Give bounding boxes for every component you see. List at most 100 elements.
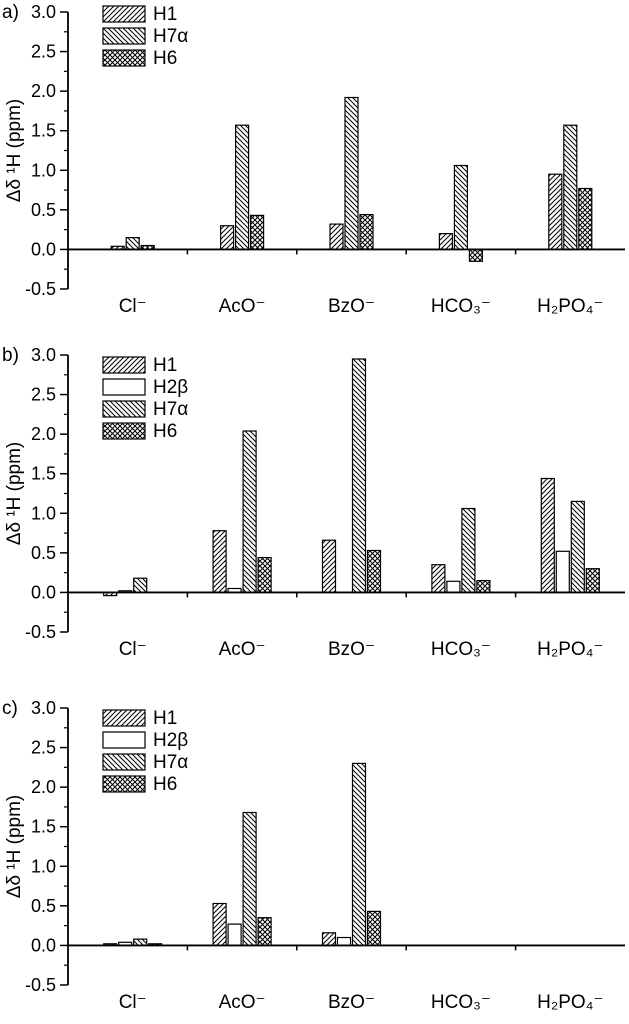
legend-swatch-h1 [102, 5, 146, 23]
y-tick-label: 2.5 [31, 42, 56, 62]
panel-c: c) -0.5 0.0 0.5 1.0 1.5 2.0 2.5 3.0 Cl⁻ AcO⁻ BzO⁻ H… [0, 682, 629, 1024]
panel-a-chart: -0.5 0.0 0.5 1.0 1.5 2.0 2.5 3.0 Cl⁻ AcO⁻ BzO⁻ HCO₃… [4, 2, 625, 317]
bar-h7a-cat3 [453, 164, 468, 251]
x-category-label-3: HCO₃⁻ [431, 639, 491, 660]
bar-h6-cat2 [366, 549, 382, 594]
bar-h6-cat2 [366, 910, 382, 946]
x-category-label-0: Cl⁻ [119, 992, 147, 1013]
y-tick-label: 1.0 [31, 160, 56, 180]
y-tick-label: 0.5 [31, 896, 56, 916]
legend-label-h1: H1 [153, 4, 177, 25]
x-category-label-1: AcO⁻ [219, 639, 266, 660]
bar-h1-cat3 [438, 233, 453, 251]
bar-h1-cat2 [329, 223, 344, 251]
y-tick-label: 0.0 [31, 582, 56, 602]
legend-label-h7a: H7α [153, 399, 188, 420]
panel-c-chart: -0.5 0.0 0.5 1.0 1.5 2.0 2.5 3.0 Cl⁻ AcO⁻ BzO⁻ HCO₃… [4, 698, 625, 1013]
x-category-label-0: Cl⁻ [119, 296, 147, 317]
bar-h7a-cat2 [351, 762, 367, 947]
legend-label-h6: H6 [153, 774, 177, 795]
bar-h1-cat2 [321, 539, 337, 593]
bar-h7a-cat2 [351, 358, 367, 594]
bar-h1-cat4 [540, 477, 555, 594]
axes [60, 11, 625, 290]
y-tick-label: 0.0 [31, 239, 56, 259]
y-tick-label: 2.0 [31, 777, 56, 797]
bars [103, 762, 382, 947]
bar-h2b-cat1 [227, 923, 242, 947]
bar-h6-cat2 [359, 214, 374, 251]
bar-h6-cat3 [468, 248, 483, 262]
x-category-label-4: H₂PO₄⁻ [537, 992, 603, 1013]
y-tick-label: 1.5 [31, 121, 56, 141]
bar-h1-cat1 [212, 530, 227, 593]
bar-h2b-cat4 [555, 550, 570, 594]
bar-h7a-cat0 [125, 237, 140, 251]
legend-swatch-h1 [102, 356, 146, 374]
y-tick-label: 1.5 [31, 817, 56, 837]
panel-b-label: b) [2, 345, 19, 366]
panel-a-label: a) [2, 2, 19, 23]
x-category-label-1: AcO⁻ [219, 992, 266, 1013]
bar-h6-cat1 [257, 557, 272, 594]
y-tick-label: -0.5 [25, 975, 56, 995]
legend-swatch-h7a [102, 400, 146, 418]
y-tick-label: 1.0 [31, 856, 56, 876]
legend-label-h7a: H7α [153, 752, 188, 773]
y-tick-label: 3.0 [31, 2, 56, 22]
bar-h6-cat4 [585, 568, 600, 593]
y-tick-label: -0.5 [25, 622, 56, 642]
bars [103, 358, 600, 597]
legend-swatch-h6 [102, 422, 146, 440]
bar-h2b-cat2 [336, 936, 352, 947]
x-category-label-3: HCO₃⁻ [431, 992, 491, 1013]
y-tick-label: 3.0 [31, 345, 56, 365]
bar-h7a-cat4 [570, 500, 585, 593]
axes [60, 707, 625, 986]
bar-h6-cat3 [476, 580, 491, 594]
bar-h1-cat2 [321, 932, 337, 947]
panel-b: b) -0.5 0.0 0.5 1.0 1.5 2.0 2.5 3.0 Cl⁻ AcO⁻ BzO⁻ H… [0, 341, 629, 682]
bar-h7a-cat1 [242, 430, 257, 594]
legend-swatch-h2b [102, 731, 146, 749]
x-category-label-4: H₂PO₄⁻ [537, 296, 603, 317]
x-category-label-4: H₂PO₄⁻ [537, 639, 603, 660]
panel-a: a) -0.5 0.0 0.5 1.0 1.5 2.0 2.5 3.0 Cl⁻ AcO⁻ BzO⁻ H… [0, 0, 629, 341]
legend-swatch-h7a [102, 753, 146, 771]
bars [110, 96, 593, 262]
bar-h1-cat3 [431, 564, 446, 593]
x-category-label-2: BzO⁻ [328, 639, 375, 660]
y-tick-label: 1.0 [31, 503, 56, 523]
legend-swatch-h2b [102, 378, 146, 396]
x-category-label-3: HCO₃⁻ [431, 296, 491, 317]
legend-swatch-h6 [102, 49, 146, 67]
bar-h6-cat1 [257, 917, 272, 946]
legend-label-h1: H1 [153, 355, 177, 376]
legend-label-h2b: H2β [153, 730, 188, 751]
x-category-label-0: Cl⁻ [119, 639, 147, 660]
y-axis-title: Δδ ¹H (ppm) [4, 795, 25, 899]
bar-h7a-cat0 [133, 577, 148, 593]
y-tick-label: 2.5 [31, 738, 56, 758]
y-tick-label: 0.0 [31, 935, 56, 955]
legend-label-h2b: H2β [153, 377, 188, 398]
bar-h7a-cat2 [344, 96, 359, 251]
legend-label-h1: H1 [153, 708, 177, 729]
y-tick-label: 1.5 [31, 464, 56, 484]
y-tick-label: 2.0 [31, 424, 56, 444]
y-tick-label: 0.5 [31, 200, 56, 220]
panel-b-chart: -0.5 0.0 0.5 1.0 1.5 2.0 2.5 3.0 Cl⁻ AcO⁻ BzO⁻ HCO₃… [4, 345, 625, 660]
x-category-label-2: BzO⁻ [328, 296, 375, 317]
y-tick-label: 2.0 [31, 81, 56, 101]
bar-h7a-cat4 [563, 124, 578, 251]
x-category-label-1: AcO⁻ [219, 296, 266, 317]
y-tick-label: 2.5 [31, 385, 56, 405]
y-tick-label: -0.5 [25, 279, 56, 299]
legend-label-h6: H6 [153, 48, 177, 69]
y-tick-label: 0.5 [31, 543, 56, 563]
bar-h1-cat4 [548, 173, 563, 250]
bar-h7a-cat1 [235, 124, 250, 251]
axes [60, 354, 625, 633]
